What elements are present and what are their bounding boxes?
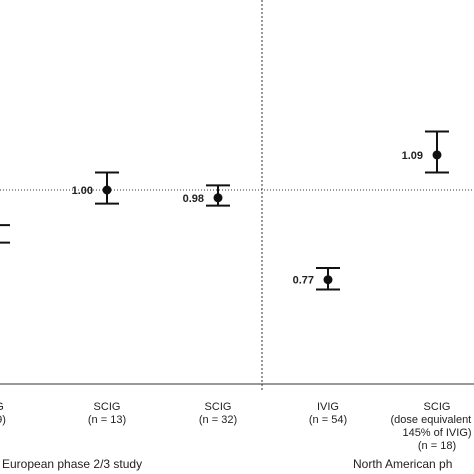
category-label-0: IG19)	[0, 401, 6, 426]
value-label-2: 0.98	[183, 193, 204, 205]
value-label-1: 1.00	[72, 185, 93, 197]
data-point-1	[102, 185, 112, 195]
category-label-1: SCIG (n = 13)	[88, 401, 126, 426]
data-marks: 1.00 0.98 0.77 1.09	[0, 130, 449, 291]
category-labels: IG19) SCIG(n = 13) SCIG(n = 32) IVIG(n = 54…	[0, 401, 474, 452]
data-point-2	[213, 193, 223, 203]
data-point-3	[323, 275, 333, 285]
study-label-european: European phase 2/3 study	[2, 457, 142, 471]
value-label-3: 0.77	[293, 275, 314, 287]
category-label-4: SCIG(dose equivalent to145% of IVIG)(n =…	[391, 401, 474, 452]
data-point-4	[432, 150, 442, 160]
value-label-4: 1.09	[402, 150, 423, 162]
study-label-north-american: North American ph	[353, 457, 452, 471]
category-label-3: IVIG (n = 54)	[309, 401, 347, 426]
category-label-2: SCIG (n = 32)	[199, 401, 237, 426]
